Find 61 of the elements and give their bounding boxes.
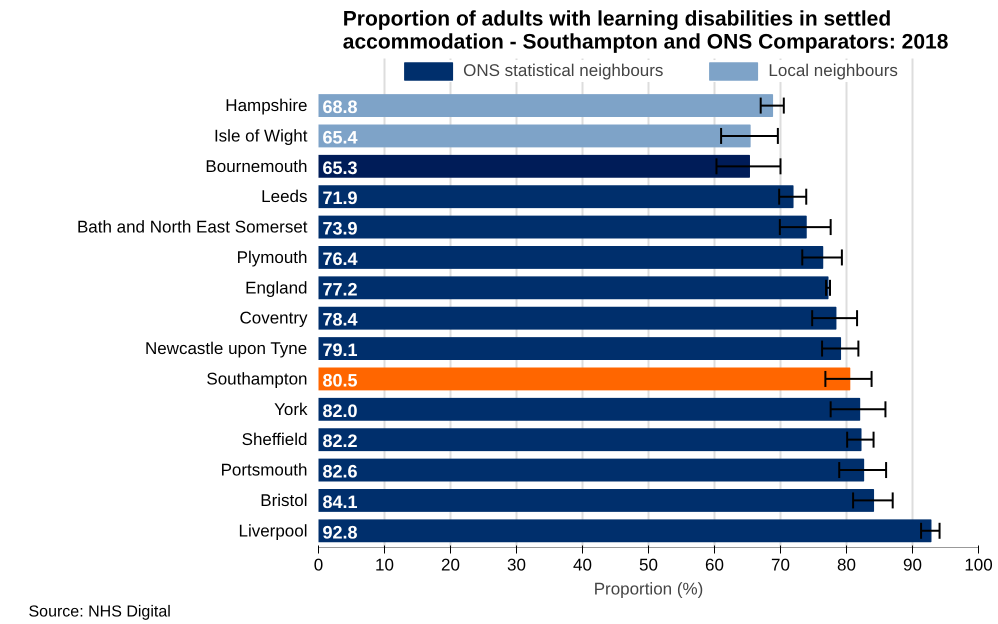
data-label: 80.5 <box>322 370 358 390</box>
y-tick-label: Leeds <box>261 187 308 206</box>
bar <box>318 367 850 390</box>
bar <box>318 398 860 421</box>
y-tick-label: Liverpool <box>238 521 308 540</box>
y-tick-label: Portsmouth <box>220 460 308 480</box>
legend-label: ONS statistical neighbours <box>463 61 664 81</box>
bar <box>318 519 932 542</box>
bar <box>318 94 774 118</box>
bar <box>318 185 794 208</box>
data-label: 82.0 <box>322 400 358 421</box>
chart-title: Proportion of adults with learning disabilities in settled accommodation - Southampton and ONS Comparators: 2018 <box>342 8 949 54</box>
bar <box>318 154 750 178</box>
data-label: 79.1 <box>322 340 358 360</box>
data-label: 84.1 <box>322 492 358 512</box>
y-tick-label: Bristol <box>260 490 308 510</box>
data-label: 71.9 <box>322 188 358 208</box>
bar <box>318 216 807 238</box>
data-label: 82.6 <box>322 462 358 482</box>
y-tick-label: Sheffield <box>242 430 308 450</box>
x-tick-label: 50 <box>639 556 658 574</box>
data-label: 77.2 <box>322 279 358 300</box>
y-tick-label: Isle of Wight <box>214 126 308 146</box>
data-label: 65.4 <box>322 127 358 148</box>
y-tick-label: England <box>245 278 308 298</box>
y-tick-label: Southampton <box>206 369 308 388</box>
bar <box>318 124 751 148</box>
data-label: 78.4 <box>322 310 358 330</box>
bar <box>318 337 842 360</box>
y-tick-label: Hampshire <box>225 96 308 116</box>
bar <box>318 458 864 482</box>
data-label: 92.8 <box>322 522 358 542</box>
x-tick-label: 60 <box>705 556 724 574</box>
data-label: 68.8 <box>322 97 358 118</box>
x-tick-label: 40 <box>573 556 592 574</box>
y-tick-label: York <box>274 400 308 419</box>
bar <box>318 306 836 330</box>
legend-label: Local neighbours <box>768 61 898 81</box>
data-label: 76.4 <box>322 248 358 269</box>
x-tick-label: 30 <box>507 556 526 574</box>
bar <box>318 246 824 269</box>
x-tick-label: 10 <box>375 556 394 574</box>
data-label: 82.2 <box>322 431 358 452</box>
y-tick-label: Bournemouth <box>205 156 308 176</box>
x-tick-label: 0 <box>314 556 324 574</box>
x-tick-label: 20 <box>441 556 460 574</box>
bar <box>318 276 829 300</box>
bar <box>318 488 874 512</box>
x-axis-title: Proportion (%) <box>594 580 704 598</box>
source-note: Source: NHS Digital <box>28 604 171 620</box>
data-label: 65.3 <box>322 158 358 178</box>
data-label: 73.9 <box>322 218 358 239</box>
y-tick-label: Plymouth <box>236 248 308 267</box>
x-tick-label: 90 <box>903 556 922 574</box>
bar <box>318 428 862 452</box>
y-tick-label: Newcastle upon Tyne <box>144 339 308 358</box>
x-tick-label: 80 <box>837 556 856 574</box>
y-tick-label: Bath and North East Somerset <box>76 218 308 237</box>
x-tick-label: 100 <box>964 556 993 574</box>
y-tick-label: Coventry <box>239 308 308 328</box>
x-tick-label: 70 <box>771 556 790 574</box>
